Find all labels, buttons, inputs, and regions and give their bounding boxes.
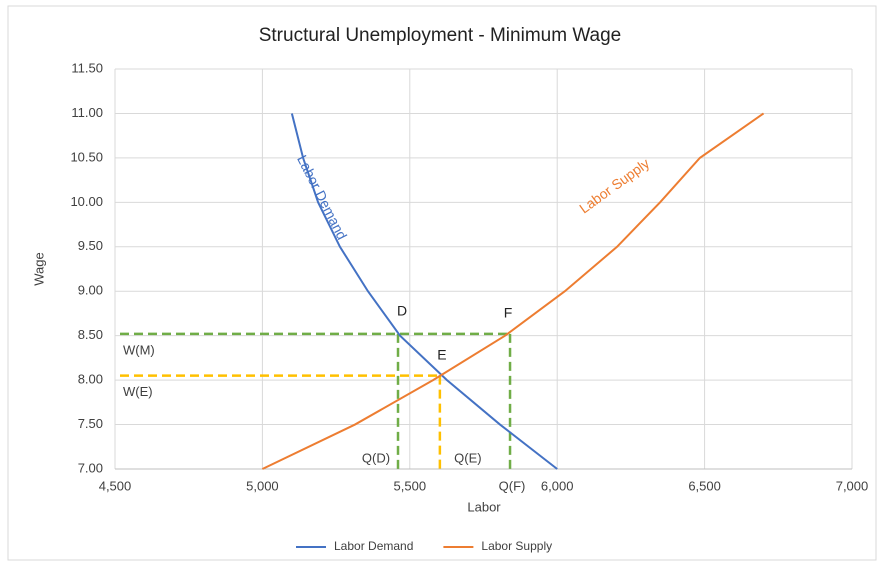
y-tick-label: 9.50 (78, 238, 103, 253)
chart-border (7, 5, 877, 561)
reference-label: W(E) (123, 384, 153, 399)
y-tick-label: 7.00 (78, 460, 103, 475)
reference-label: W(M) (123, 342, 155, 357)
y-tick-label: 10.50 (70, 149, 103, 164)
x-tick-label: 5,000 (246, 478, 279, 493)
reference-label: Q(D) (362, 450, 390, 465)
legend-label: Labor Demand (334, 539, 413, 553)
y-tick-label: 8.00 (78, 372, 103, 387)
x-tick-label: 5,500 (394, 478, 427, 493)
point-label: E (437, 346, 446, 362)
reference-label: Q(E) (454, 450, 481, 465)
reference-label: Q(F) (499, 478, 526, 493)
point-label: D (397, 303, 407, 319)
x-tick-label: 6,000 (541, 478, 574, 493)
point-label: F (504, 305, 513, 321)
y-tick-label: 10.00 (70, 194, 103, 209)
y-tick-label: 8.50 (78, 327, 103, 342)
x-tick-label: 7,000 (836, 478, 869, 493)
y-tick-label: 9.00 (78, 283, 103, 298)
x-axis-label: Labor (467, 499, 501, 514)
y-tick-label: 11.00 (71, 105, 103, 120)
y-tick-label: 7.50 (78, 416, 103, 431)
x-tick-label: 6,500 (688, 478, 721, 493)
legend-label: Labor Supply (481, 539, 552, 553)
chart-title: Structural Unemployment - Minimum Wage (259, 25, 622, 46)
y-axis-label: Wage (31, 252, 46, 285)
x-tick-label: 4,500 (99, 478, 132, 493)
line-series (261, 112, 765, 470)
line-series (290, 113, 558, 470)
y-tick-label: 11.50 (71, 60, 103, 75)
